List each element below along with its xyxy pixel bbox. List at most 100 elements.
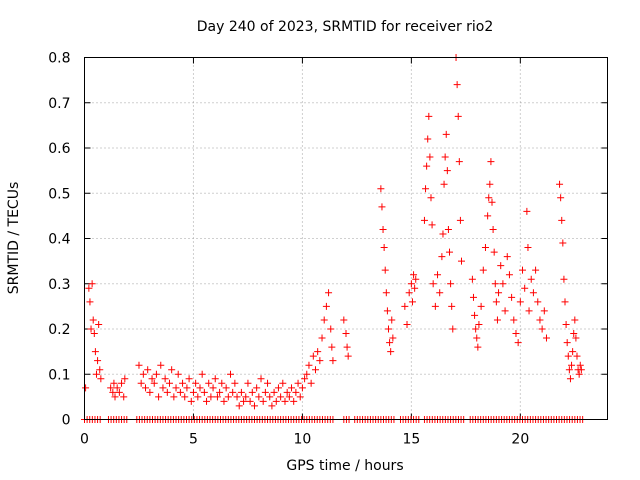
data-point (523, 207, 531, 215)
data-point (540, 307, 548, 315)
x-tick-label: 5 (189, 432, 198, 448)
data-point (322, 302, 330, 310)
data-point (575, 370, 583, 378)
data-point (401, 302, 409, 310)
x-tick-label: 10 (294, 432, 312, 448)
data-point (438, 253, 446, 261)
data-point (534, 298, 542, 306)
y-tick-label: 0.4 (48, 232, 70, 248)
data-point (266, 393, 274, 401)
data-point (213, 393, 221, 401)
data-point (176, 388, 184, 396)
data-point (405, 289, 413, 297)
data-point (568, 361, 576, 369)
x-tick-label: 20 (511, 432, 529, 448)
data-point (264, 379, 272, 387)
data-point (205, 379, 213, 387)
data-point (444, 225, 452, 233)
data-point (311, 366, 319, 374)
data-point (428, 221, 436, 229)
data-point (477, 302, 485, 310)
data-point (150, 379, 158, 387)
data-point (454, 112, 462, 120)
x-tick-label: 15 (402, 432, 420, 448)
data-point (570, 330, 578, 338)
data-point (379, 225, 387, 233)
data-point (92, 370, 100, 378)
data-point (577, 366, 585, 374)
data-point (457, 257, 465, 265)
data-point (569, 348, 577, 356)
data-point (274, 384, 282, 392)
data-point (255, 393, 263, 401)
data-point (481, 244, 489, 252)
data-point (521, 284, 529, 292)
data-point (439, 230, 447, 238)
data-point (90, 330, 98, 338)
data-point (538, 325, 546, 333)
data-point (532, 266, 540, 274)
data-point (561, 298, 569, 306)
data-point (557, 194, 565, 202)
data-point (424, 135, 432, 143)
data-point (163, 388, 171, 396)
data-point (187, 397, 195, 405)
data-point (542, 334, 550, 342)
data-point (216, 388, 224, 396)
data-point (174, 370, 182, 378)
y-tick-label: 0.8 (48, 51, 70, 67)
data-point (96, 366, 104, 374)
data-point (384, 325, 392, 333)
data-point (475, 320, 483, 328)
data-point (536, 316, 544, 324)
data-point (514, 339, 522, 347)
data-point (109, 388, 117, 396)
data-point (455, 158, 463, 166)
data-point (571, 316, 579, 324)
data-point (170, 393, 178, 401)
data-point (343, 343, 351, 351)
data-point (279, 379, 287, 387)
data-point (246, 397, 254, 405)
data-point (157, 361, 165, 369)
data-point (298, 384, 306, 392)
data-point (110, 379, 118, 387)
data-point (525, 307, 533, 315)
data-point (288, 384, 296, 392)
data-point (192, 379, 200, 387)
data-point (386, 339, 394, 347)
data-point (524, 244, 532, 252)
data-point (168, 366, 176, 374)
data-point (453, 81, 461, 89)
data-point (420, 216, 428, 224)
data-point (240, 397, 248, 405)
data-point (431, 302, 439, 310)
data-point (146, 388, 154, 396)
data-point (344, 352, 352, 360)
data-point (242, 393, 250, 401)
data-point (328, 343, 336, 351)
data-point (314, 348, 322, 356)
data-point (436, 289, 444, 297)
data-point (411, 284, 419, 292)
data-point (516, 298, 524, 306)
data-point (329, 357, 337, 365)
data-point (484, 212, 492, 220)
data-point (423, 162, 431, 170)
data-point (200, 388, 208, 396)
data-point (207, 393, 215, 401)
data-point (389, 334, 397, 342)
data-point (446, 248, 454, 256)
data-point (474, 343, 482, 351)
data-point (137, 379, 145, 387)
data-point (512, 330, 520, 338)
data-point (292, 388, 300, 396)
data-point (505, 271, 513, 279)
data-point (490, 248, 498, 256)
data-point (558, 216, 566, 224)
data-point (489, 225, 497, 233)
data-point (471, 311, 479, 319)
data-point (139, 370, 147, 378)
data-point (111, 393, 119, 401)
